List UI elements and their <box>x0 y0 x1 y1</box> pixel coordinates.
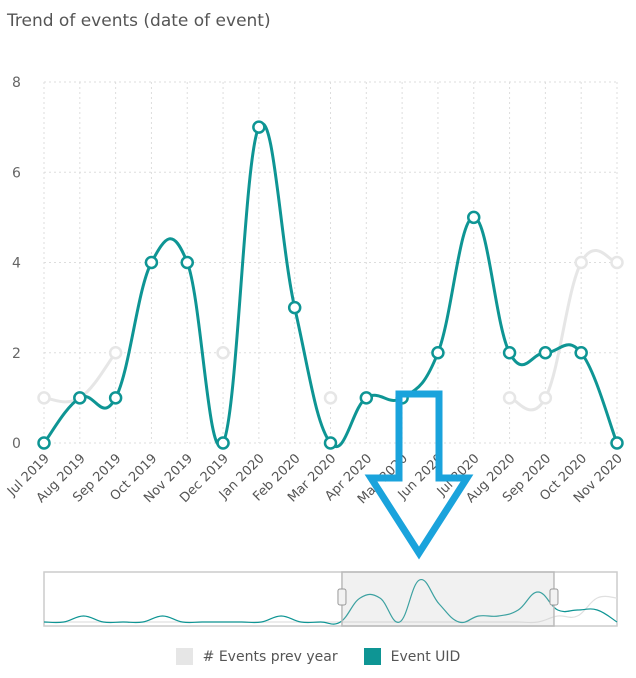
arrow-shape <box>364 390 474 560</box>
series-event-uid-point <box>252 120 266 134</box>
series-event-uid-point <box>37 436 51 450</box>
series-event-uid-point <box>574 346 588 360</box>
series-event-uid <box>37 120 624 450</box>
series-prev-year-point <box>538 391 553 405</box>
series-event-uid-point <box>359 391 374 405</box>
series-prev-year-line <box>509 248 618 412</box>
legend-swatch-event-uid <box>363 648 381 665</box>
series-event-uid-point <box>180 255 194 270</box>
series-event-uid-point <box>502 346 517 360</box>
series-prev-year-point <box>502 391 517 405</box>
series-prev-year-point <box>216 346 230 360</box>
series-prev-year-point <box>323 391 338 405</box>
series-event-uid-point <box>467 210 481 225</box>
navigator-selection <box>341 571 555 627</box>
legend-item-event-uid[interactable]: Event UID <box>363 648 461 665</box>
series-event-uid-point <box>108 391 123 405</box>
y-tick-label: 4 <box>12 256 21 272</box>
chart-title: Trend of events (date of event) <box>7 11 271 31</box>
series-prev-year-point <box>610 255 624 270</box>
legend-label-event-uid: Event UID <box>390 648 461 665</box>
annotation-arrow <box>364 390 474 560</box>
navigator[interactable] <box>43 571 618 627</box>
series-event-uid-point <box>538 346 553 360</box>
legend-label-prev-year: # Events prev year <box>202 648 338 665</box>
grid <box>43 81 618 444</box>
series-event-uid-point <box>73 391 87 405</box>
series-event-uid-point <box>610 436 624 450</box>
y-tick-label: 6 <box>12 165 21 181</box>
y-tick-label: 8 <box>12 75 21 91</box>
series-prev-year <box>37 248 624 412</box>
series-event-uid-point <box>323 436 338 450</box>
series-event-uid-point <box>287 300 302 315</box>
series-prev-year-point <box>574 255 588 270</box>
series-event-uid-point <box>431 346 445 360</box>
y-tick-label: 2 <box>12 346 21 362</box>
navigator-handle-right <box>549 588 559 606</box>
series-prev-year-point <box>37 391 51 405</box>
y-axis: 0 2 4 6 8 <box>12 75 21 452</box>
legend-swatch-prev-year <box>175 648 193 665</box>
legend: # Events prev year Event UID <box>0 648 636 665</box>
series-layer <box>37 120 624 450</box>
y-tick-label: 0 <box>12 436 21 452</box>
series-event-uid-point <box>216 436 230 450</box>
navigator-frame <box>43 571 618 627</box>
navigator-line <box>43 579 618 625</box>
series-event-uid-point <box>144 255 159 270</box>
navigator-handle-left <box>337 588 347 606</box>
legend-item-prev-year[interactable]: # Events prev year <box>175 648 338 665</box>
series-prev-year-point <box>108 346 123 360</box>
